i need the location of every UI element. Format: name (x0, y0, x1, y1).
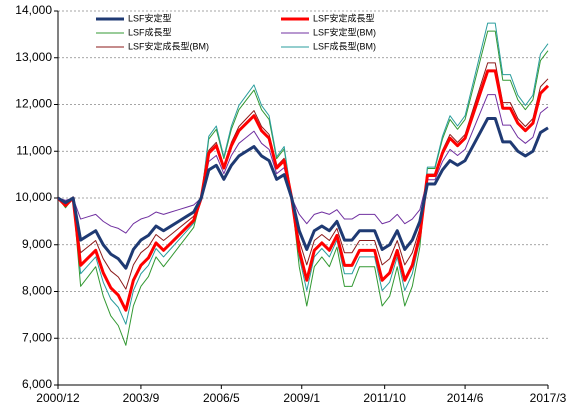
x-tick-label: 2014/6 (447, 391, 484, 405)
x-tick-label: 2017/3 (530, 391, 566, 405)
x-tick-label: 2011/10 (363, 391, 406, 405)
y-tick-label: 8,000 (22, 284, 52, 298)
legend-label: LSF成長型(BM) (313, 40, 376, 51)
series-line (57, 117, 549, 270)
series-line (57, 30, 549, 346)
legend-label: LSF安定成長型(BM) (128, 40, 209, 51)
y-tick-label: 9,000 (22, 237, 52, 251)
series-line (57, 22, 549, 325)
legend-label: LSF成長型 (128, 26, 172, 37)
y-tick-label: 10,000 (15, 190, 52, 204)
x-tick-label: 2003/9 (123, 391, 160, 405)
y-tick-label: 7,000 (22, 330, 52, 344)
y-tick-label: 14,000 (15, 3, 52, 17)
x-tick-label: 2000/12 (36, 391, 80, 405)
legend-label: LSF安定成長型 (313, 12, 375, 23)
series-line (56, 69, 550, 312)
legend-label: LSF安定型 (128, 12, 172, 23)
y-tick-label: 11,000 (16, 143, 52, 157)
legend-label: LSF安定型(BM) (313, 26, 376, 37)
y-tick-label: 12,000 (15, 97, 52, 111)
x-tick-label: 2009/1 (283, 391, 320, 405)
x-tick-label: 2006/5 (203, 391, 240, 405)
legend: LSF安定型 LSF安定成長型 LSF成長型 LSF安定型(BM) LSF安定成長型(B… (96, 12, 376, 51)
y-tick-label: 6,000 (22, 377, 52, 391)
y-tick-label: 13,000 (15, 50, 52, 64)
series-line (57, 94, 549, 234)
